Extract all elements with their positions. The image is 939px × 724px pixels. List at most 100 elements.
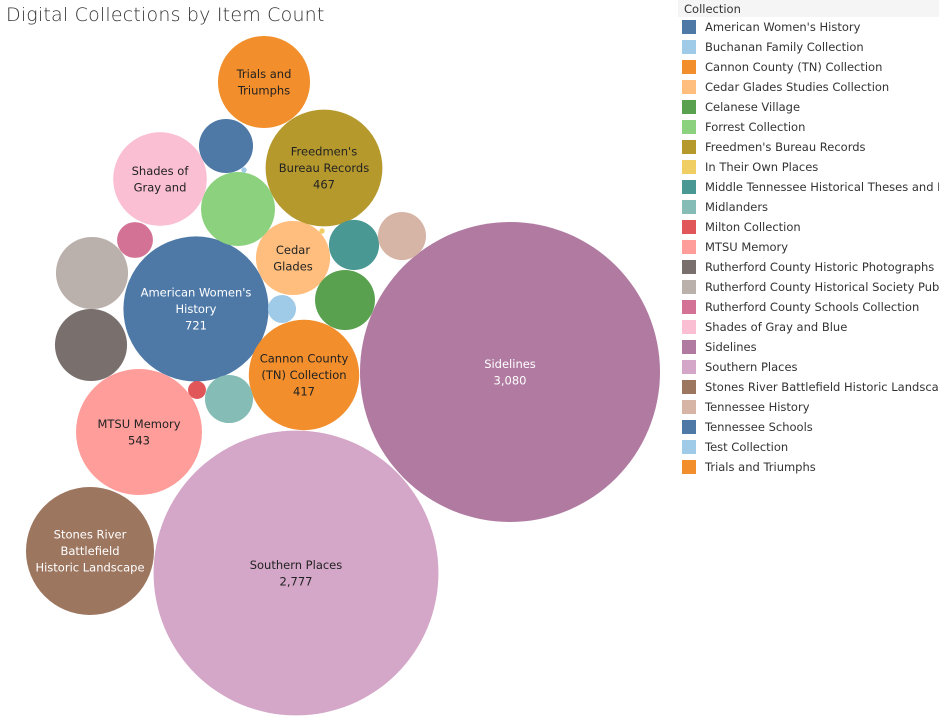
legend-swatch [682,460,696,474]
bubble-southern-places[interactable] [153,430,439,716]
legend-item[interactable]: Cedar Glades Studies Collection [678,77,939,97]
legend-label: American Women's History [705,20,861,34]
legend-item[interactable]: Milton Collection [678,217,939,237]
legend-label: Cedar Glades Studies Collection [705,80,890,94]
legend-label: Southern Places [705,360,798,374]
legend-label: Rutherford County Historic Photographs [705,260,935,274]
bubble-shades-of-gray-and-blue[interactable] [113,132,207,226]
bubble-trials-and-triumphs[interactable] [217,35,311,129]
legend-label: Test Collection [705,440,789,454]
legend-item[interactable]: Trials and Triumphs [678,457,939,477]
bubble-tennessee-schools[interactable] [198,118,254,174]
bubble-label: Historic Landscape [35,561,144,575]
bubble-test-collection[interactable] [241,167,247,173]
bubble-label: 721 [185,319,207,333]
bubble-in-their-own-places[interactable] [319,228,325,234]
bubble-label: American Women's [141,286,252,300]
legend-swatch [682,20,696,34]
legend-title: Collection [678,0,939,17]
legend-swatch [682,340,696,354]
bubble-rutherford-county-schools-collection[interactable] [117,222,153,258]
bubble-label: MTSU Memory [97,417,180,431]
legend-swatch [682,220,696,234]
legend-label: Shades of Gray and Blue [705,320,848,334]
bubble-label: Gray and [134,180,187,194]
legend-item[interactable]: Midlanders [678,197,939,217]
legend-label: Forrest Collection [705,120,806,134]
legend-swatch [682,120,696,134]
legend-item[interactable]: Tennessee History [678,397,939,417]
legend-label: Celanese Village [705,100,801,114]
bubble-label: (TN) Collection [261,368,346,382]
legend-swatch [682,100,696,114]
legend-swatch [682,300,696,314]
legend-item[interactable]: MTSU Memory [678,237,939,257]
bubble-label: Sidelines [484,357,536,371]
bubble-label: Trials and [236,67,292,81]
legend-item[interactable]: Celanese Village [678,97,939,117]
legend-item[interactable]: Forrest Collection [678,117,939,137]
legend-label: Rutherford County Historical Society Pub… [705,280,939,294]
bubble-label: Cedar [276,243,310,257]
bubble-sidelines[interactable] [360,222,660,522]
legend-swatch [682,140,696,154]
legend-item[interactable]: Shades of Gray and Blue [678,317,939,337]
legend-item[interactable]: Buchanan Family Collection [678,37,939,57]
legend-item[interactable]: Tennessee Schools [678,417,939,437]
legend-swatch [682,40,696,54]
bubble-mtsu-memory[interactable] [76,369,202,495]
bubble-label: Cannon County [260,352,349,366]
legend-label: Tennessee Schools [705,420,813,434]
bubble-stones-river-battlefield-historic-landscap[interactable] [25,486,155,616]
bubble-label: Glades [273,259,313,273]
bubble-label: Stones River [54,528,127,542]
chart-title: Digital Collections by Item Count [6,4,325,26]
legend-label: Stones River Battlefield Historic Landsc… [705,380,939,394]
bubble-cannon-county-tn-collection[interactable] [248,319,360,431]
legend-item[interactable]: Rutherford County Historical Society Pub… [678,277,939,297]
legend-item[interactable]: Freedmen's Bureau Records [678,137,939,157]
bubble-rutherford-county-historic-photographs[interactable] [54,308,128,382]
bubble-forrest-collection[interactable] [201,172,275,246]
bubble-rutherford-county-historical-society-publi[interactable] [55,236,129,310]
bubble-midlanders[interactable] [204,374,254,424]
legend-item[interactable]: Sidelines [678,337,939,357]
bubble-label: Southern Places [250,558,343,572]
bubble-cedar-glades-studies-collection[interactable] [255,220,331,296]
legend-item[interactable]: Middle Tennessee Historical Theses and D… [678,177,939,197]
bubble-celanese-village[interactable] [315,270,375,330]
legend-item[interactable]: Southern Places [678,357,939,377]
legend-label: Tennessee History [705,400,810,414]
legend-item[interactable]: Rutherford County Historic Photographs [678,257,939,277]
legend-label: In Their Own Places [705,160,819,174]
legend-item[interactable]: Test Collection [678,437,939,457]
bubble-chart: American Women's History 721 Cannon County (… [25,35,660,716]
bubble-label: Freedmen's [291,145,357,159]
bubble-american-women-s-history[interactable] [123,236,269,382]
bubble-label: 3,080 [494,373,527,387]
legend-swatch [682,200,696,214]
bubble-buchanan-family-collection[interactable] [267,294,297,324]
legend-label: MTSU Memory [705,240,789,254]
bubble-milton-collection[interactable] [188,381,206,399]
bubble-freedmen-s-bureau-records[interactable] [265,109,383,227]
bubble-label: Bureau Records [279,161,369,175]
legend: Collection American Women's History Bucha… [678,0,939,477]
legend-label: Midlanders [705,200,769,214]
bubble-tennessee-history[interactable] [377,211,427,261]
legend-swatch [682,240,696,254]
bubble-middle-tennessee-historical-theses-and-di[interactable] [328,219,380,271]
legend-swatch [682,360,696,374]
legend-item[interactable]: Stones River Battlefield Historic Landsc… [678,377,939,397]
bubble-label: Battlefield [60,544,119,558]
bubble-label: Shades of [132,164,190,178]
legend-label: Buchanan Family Collection [705,40,864,54]
legend-item[interactable]: Cannon County (TN) Collection [678,57,939,77]
legend-item[interactable]: In Their Own Places [678,157,939,177]
legend-item[interactable]: Rutherford County Schools Collection [678,297,939,317]
legend-label: Cannon County (TN) Collection [705,60,883,74]
legend-swatch [682,420,696,434]
legend-label: Middle Tennessee Historical Theses and D… [705,180,939,194]
bubble-label: 543 [128,433,150,447]
legend-item[interactable]: American Women's History [678,17,939,37]
